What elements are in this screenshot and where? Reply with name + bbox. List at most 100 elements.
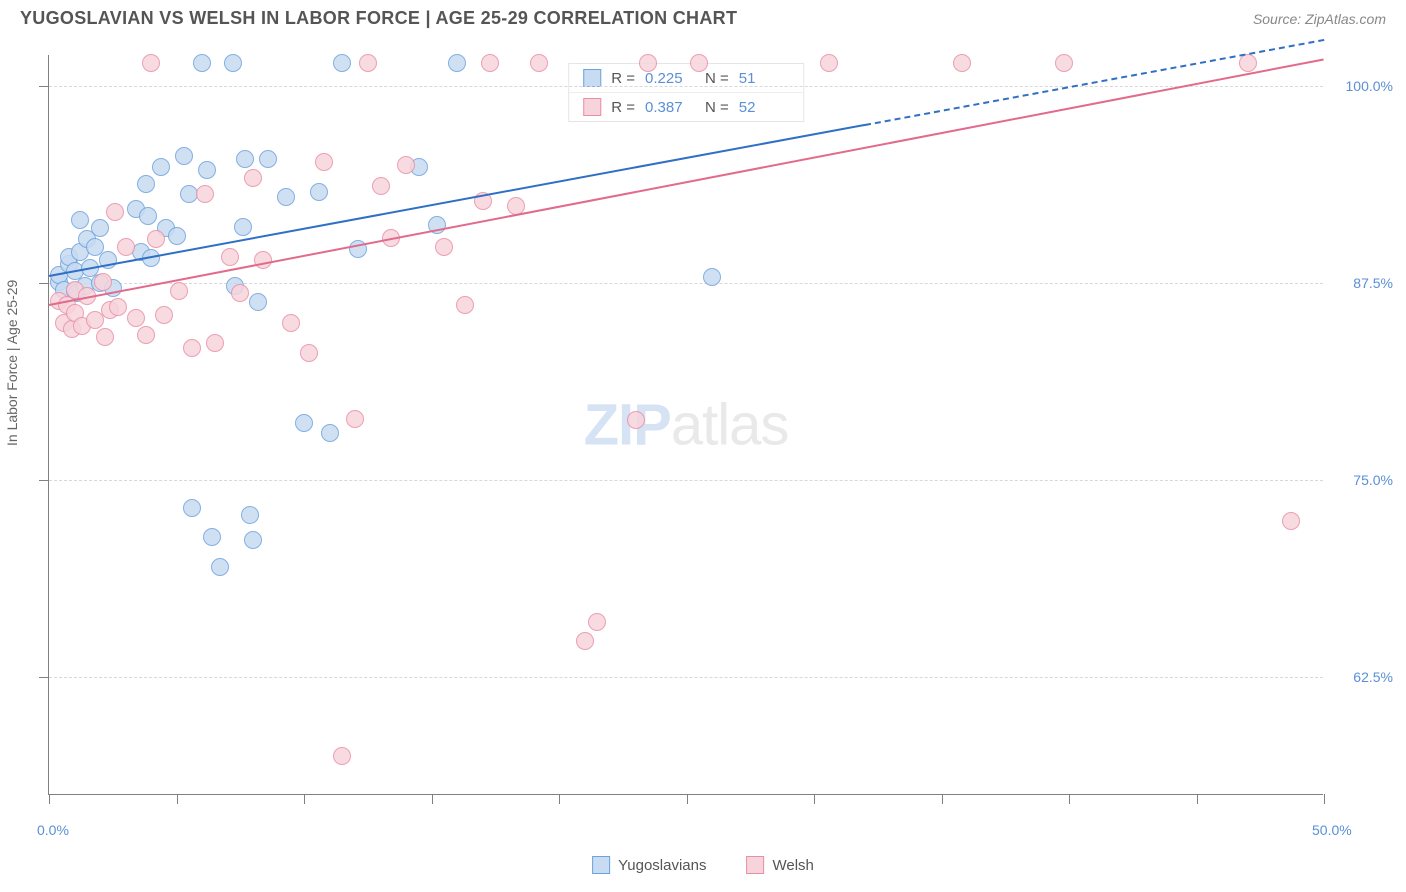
scatter-point [231, 284, 249, 302]
watermark-atlas: atlas [671, 392, 789, 457]
legend-n-label: N = [705, 99, 729, 116]
scatter-point [300, 344, 318, 362]
scatter-point [193, 54, 211, 72]
scatter-point [168, 227, 186, 245]
scatter-point [211, 558, 229, 576]
xaxis-tick [49, 794, 50, 804]
xaxis-tick [687, 794, 688, 804]
scatter-point [690, 54, 708, 72]
correlation-legend-row: R = 0.225 N = 51 [569, 64, 803, 93]
scatter-point [175, 147, 193, 165]
scatter-point [244, 531, 262, 549]
scatter-point [183, 499, 201, 517]
correlation-legend-row: R = 0.387 N = 52 [569, 93, 803, 121]
scatter-point [310, 183, 328, 201]
xaxis-tick [1069, 794, 1070, 804]
legend-r-label: R = [611, 70, 635, 87]
xaxis-tick [1197, 794, 1198, 804]
scatter-point [282, 314, 300, 332]
scatter-point [588, 613, 606, 631]
scatter-point [196, 185, 214, 203]
scatter-point [576, 632, 594, 650]
legend-n-value: 52 [739, 99, 789, 116]
scatter-point [820, 54, 838, 72]
scatter-point [321, 424, 339, 442]
scatter-point [448, 54, 466, 72]
yaxis-title: In Labor Force | Age 25-29 [4, 280, 20, 446]
scatter-point [295, 414, 313, 432]
legend-swatch-yugoslavians [583, 69, 601, 87]
scatter-point [152, 158, 170, 176]
scatter-point [109, 298, 127, 316]
scatter-point [147, 230, 165, 248]
legend-swatch-welsh [747, 856, 765, 874]
scatter-point [244, 169, 262, 187]
scatter-point [139, 207, 157, 225]
yaxis-tick-label: 62.5% [1333, 669, 1393, 685]
scatter-point [236, 150, 254, 168]
scatter-point [397, 156, 415, 174]
scatter-point [91, 219, 109, 237]
scatter-point [530, 54, 548, 72]
xaxis-tick [559, 794, 560, 804]
scatter-point [435, 238, 453, 256]
xaxis-tick-label: 50.0% [1312, 822, 1352, 838]
series-legend-item: Yugoslavians [592, 856, 706, 874]
xaxis-tick [1324, 794, 1325, 804]
legend-swatch-welsh [583, 98, 601, 116]
scatter-point [953, 54, 971, 72]
chart-title: YUGOSLAVIAN VS WELSH IN LABOR FORCE | AG… [20, 8, 737, 29]
series-legend: Yugoslavians Welsh [592, 856, 814, 874]
scatter-point [333, 54, 351, 72]
scatter-point [259, 150, 277, 168]
scatter-point [627, 411, 645, 429]
scatter-point [359, 54, 377, 72]
gridline-h [49, 480, 1323, 481]
xaxis-tick [942, 794, 943, 804]
xaxis-tick [432, 794, 433, 804]
yaxis-tick [39, 283, 49, 284]
legend-r-value: 0.225 [645, 70, 695, 87]
scatter-point [277, 188, 295, 206]
scatter-point [1282, 512, 1300, 530]
series-legend-item: Welsh [747, 856, 814, 874]
xaxis-tick [177, 794, 178, 804]
scatter-point [127, 309, 145, 327]
gridline-h [49, 677, 1323, 678]
series-legend-label: Welsh [773, 857, 814, 874]
watermark: ZIPatlas [584, 391, 789, 458]
scatter-point [137, 175, 155, 193]
scatter-point [346, 410, 364, 428]
scatter-point [315, 153, 333, 171]
scatter-point [249, 293, 267, 311]
yaxis-tick [39, 480, 49, 481]
scatter-point [96, 328, 114, 346]
correlation-legend: R = 0.225 N = 51 R = 0.387 N = 52 [568, 63, 804, 122]
legend-n-value: 51 [739, 70, 789, 87]
chart-source: Source: ZipAtlas.com [1253, 11, 1386, 27]
gridline-h [49, 86, 1323, 87]
scatter-point [241, 506, 259, 524]
legend-r-label: R = [611, 99, 635, 116]
scatter-point [703, 268, 721, 286]
trendline-dashed [865, 39, 1324, 126]
scatter-point [456, 296, 474, 314]
scatter-point [481, 54, 499, 72]
scatter-point [333, 747, 351, 765]
xaxis-tick-label: 0.0% [37, 822, 69, 838]
yaxis-tick-label: 75.0% [1333, 472, 1393, 488]
scatter-point [1239, 54, 1257, 72]
scatter-point [106, 203, 124, 221]
legend-swatch-yugoslavians [592, 856, 610, 874]
scatter-point [372, 177, 390, 195]
xaxis-tick [304, 794, 305, 804]
scatter-point [170, 282, 188, 300]
scatter-point [71, 211, 89, 229]
scatter-point [203, 528, 221, 546]
yaxis-tick-label: 100.0% [1333, 78, 1393, 94]
xaxis-tick [814, 794, 815, 804]
scatter-point [221, 248, 239, 266]
scatter-point [1055, 54, 1073, 72]
scatter-point [206, 334, 224, 352]
scatter-point [155, 306, 173, 324]
